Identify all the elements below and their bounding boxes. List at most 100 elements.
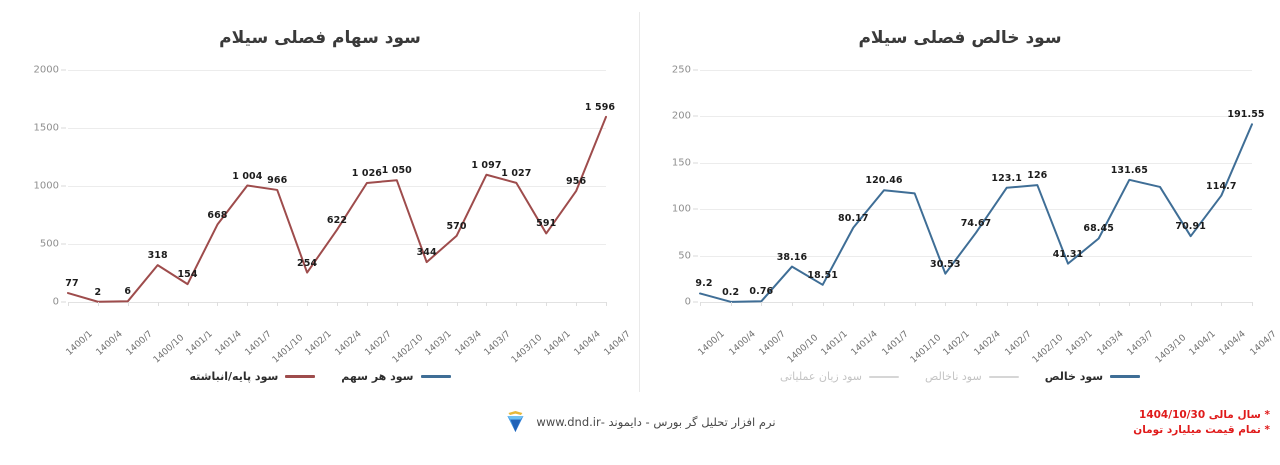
legend-item[interactable]: سود زیان عملیاتی (780, 370, 899, 383)
series-lines (67, 115, 607, 303)
x-axis-tick-mark (792, 302, 793, 306)
x-axis-tick-label: 1400/4 (727, 329, 758, 358)
y-axis-tick-mark (61, 243, 66, 245)
data-point-label: 1 026 (351, 167, 382, 179)
x-axis-tick-label: 1402/4 (972, 329, 1003, 358)
brand-label: نرم افزار تحلیل گر بورس - دایموند -www.d… (536, 415, 776, 429)
gridline (700, 162, 1252, 164)
y-axis-tick-mark (61, 301, 66, 303)
footnote-fiscal-year: * سال مالی 1404/10/30 (1139, 409, 1270, 421)
x-axis-tick-mark (247, 302, 249, 306)
legend-color-swatch (988, 375, 1019, 378)
x-axis-tick-label: 1403/10 (1153, 333, 1189, 366)
x-axis-tick-label: 1402/1 (941, 329, 973, 358)
y-axis-tick-label: 1500 (33, 122, 59, 134)
data-point-label: 191.55 (1227, 109, 1265, 121)
x-axis-tick-mark (337, 302, 338, 306)
x-axis-left: 1400/1 1400/4 1400/7 1400/10 1401/1 1401/4 140… (65, 302, 633, 368)
plot-area-left: 0 500 1000 1500 2000 77 2 6 318 154 668 1 004 966 254… (34, 65, 615, 308)
data-point-label: 9.2 (695, 278, 713, 290)
x-axis-tick-mark (945, 302, 947, 306)
x-axis-tick-mark (127, 302, 129, 306)
x-axis-right: 1400/1 1400/4 1400/7 1400/10 1401/1 1401/4 140… (696, 302, 1279, 368)
y-axis-tick-label: 500 (39, 238, 59, 250)
gridline (700, 255, 1252, 257)
data-point-label: 77 (65, 278, 79, 290)
x-axis-tick-label: 1402/7 (363, 329, 394, 358)
x-axis-tick-mark (366, 302, 368, 306)
x-axis-tick-label: 1401/4 (214, 329, 245, 358)
data-point-label: 1 004 (232, 170, 263, 182)
data-point-label: 80.17 (838, 212, 869, 224)
data-point-label: 30.53 (930, 258, 961, 270)
legend-color-swatch (869, 375, 899, 378)
x-axis-tick-mark (516, 302, 518, 306)
legend-color-swatch (285, 375, 316, 378)
x-axis-tick-mark (1006, 302, 1008, 306)
gridline (700, 209, 1252, 211)
legend-item[interactable]: سود پایه/انباشته (190, 370, 316, 383)
x-axis-tick-mark (1221, 302, 1223, 306)
legend-right: سود خالص سود ناخالص سود زیان عملیاتی (640, 370, 1280, 383)
x-axis-tick-mark (884, 302, 885, 306)
x-axis-tick-label: 1404/1 (542, 329, 574, 358)
x-axis-tick-label: 1403/1 (423, 329, 454, 358)
data-point-label: 126 (1027, 170, 1048, 182)
plot-area-right: 0 50 100 150 200 250 9.2 0.2 0.76 38.16 18.51 80.17… (672, 65, 1265, 308)
x-axis-tick-mark (761, 302, 763, 306)
legend-left: سود هر سهم سود پایه/انباشته (0, 370, 640, 383)
series-lines (699, 123, 1253, 303)
x-axis-tick-label: 1402/7 (1003, 329, 1034, 358)
legend-label: سود هر سهم (341, 370, 414, 383)
y-axis-tick-label: 0 (684, 296, 691, 308)
y-axis-tick-label: 0 (52, 296, 59, 308)
footnote-currency-unit: * تمام قیمت میلیارد تومان (1133, 424, 1270, 436)
x-axis-tick-mark (976, 302, 977, 306)
y-axis-tick-mark (693, 69, 698, 71)
data-point-label: 0.2 (722, 286, 740, 298)
x-axis-tick-label: 1403/10 (510, 333, 545, 366)
gridline (68, 128, 606, 129)
x-axis-tick-label: 1401/4 (849, 329, 881, 358)
legend-color-swatch (1110, 375, 1141, 378)
data-point-label: 1 596 (584, 101, 616, 113)
x-axis-tick-label: 1400/10 (785, 333, 821, 366)
panel-divider (639, 12, 640, 392)
x-axis-tick-label: 1400/7 (124, 329, 155, 358)
legend-item[interactable]: سود هر سهم (341, 370, 451, 383)
x-axis-tick-label: 1403/7 (1125, 329, 1157, 358)
x-axis-tick-mark (853, 302, 855, 306)
data-point-label: 254 (297, 257, 318, 269)
panel-seasonal-net-profit: سود خالص فصلی سیلام 0 50 100 150 200 250 9.2 0.… (640, 0, 1280, 400)
data-point-label: 1 050 (381, 165, 412, 177)
legend-item[interactable]: سود ناخالص (925, 370, 1019, 383)
data-point-label: 956 (566, 176, 587, 188)
x-axis-tick-label: 1400/1 (696, 329, 727, 358)
y-axis-tick-label: 200 (671, 110, 691, 122)
x-axis-tick-mark (1160, 302, 1161, 306)
data-point-label: 966 (267, 174, 288, 186)
data-point-label: 1 027 (501, 167, 532, 179)
legend-item[interactable]: سود خالص (1045, 370, 1141, 383)
panel-seasonal-eps: سود سهام فصلی سیلام 0 500 1000 1500 2000 77 2 6… (0, 0, 640, 400)
series-line (67, 115, 607, 303)
y-axis-tick-mark (61, 185, 66, 187)
y-axis-tick-label: 150 (671, 157, 691, 169)
gridline (68, 244, 606, 245)
x-axis-tick-label: 1402/1 (303, 329, 334, 358)
data-point-label: 6 (124, 286, 132, 298)
x-axis-tick-mark (1190, 302, 1192, 306)
x-axis-tick-mark (426, 302, 428, 306)
x-axis-tick-mark (486, 302, 488, 306)
brand: نرم افزار تحلیل گر بورس - دایموند -www.d… (504, 410, 776, 434)
y-axis-tick-mark (693, 255, 698, 257)
y-axis-tick-label: 100 (671, 203, 691, 215)
x-axis-tick-label: 1403/4 (453, 329, 484, 358)
x-axis-tick-mark (606, 302, 607, 306)
data-point-label: 18.51 (807, 269, 838, 281)
y-axis-tick-mark (693, 162, 698, 164)
data-point-label: 344 (416, 247, 437, 259)
x-axis-tick-label: 1403/4 (1095, 329, 1126, 358)
x-axis-tick-mark (700, 302, 701, 306)
